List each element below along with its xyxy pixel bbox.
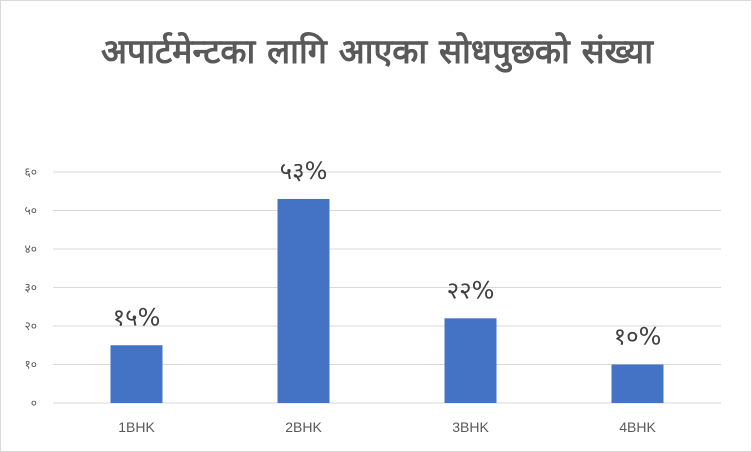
bar — [444, 318, 497, 403]
y-tick-label: २० — [25, 319, 37, 333]
data-label: ५३% — [280, 157, 328, 185]
data-label: १०% — [614, 323, 662, 351]
x-tick-label: 2BHK — [285, 419, 322, 435]
x-tick-label: 1BHK — [118, 419, 155, 435]
bar — [277, 198, 330, 403]
x-tick-label: 3BHK — [452, 419, 489, 435]
data-label: २२% — [447, 276, 495, 304]
data-label: १५% — [113, 303, 161, 331]
bar — [110, 345, 163, 403]
x-tick-label: 4BHK — [619, 419, 656, 435]
bar — [611, 364, 664, 403]
y-tick-label: ६० — [25, 165, 37, 179]
y-tick-label: ५० — [25, 204, 37, 218]
y-tick-label: १० — [25, 358, 37, 372]
y-tick-label: ३० — [25, 281, 37, 295]
y-tick-label: ० — [31, 396, 37, 410]
y-tick-label: ४० — [25, 242, 37, 256]
chart-title: अपार्टमेन्टका लागि आएका सोधपुछको संख्या — [100, 32, 654, 72]
